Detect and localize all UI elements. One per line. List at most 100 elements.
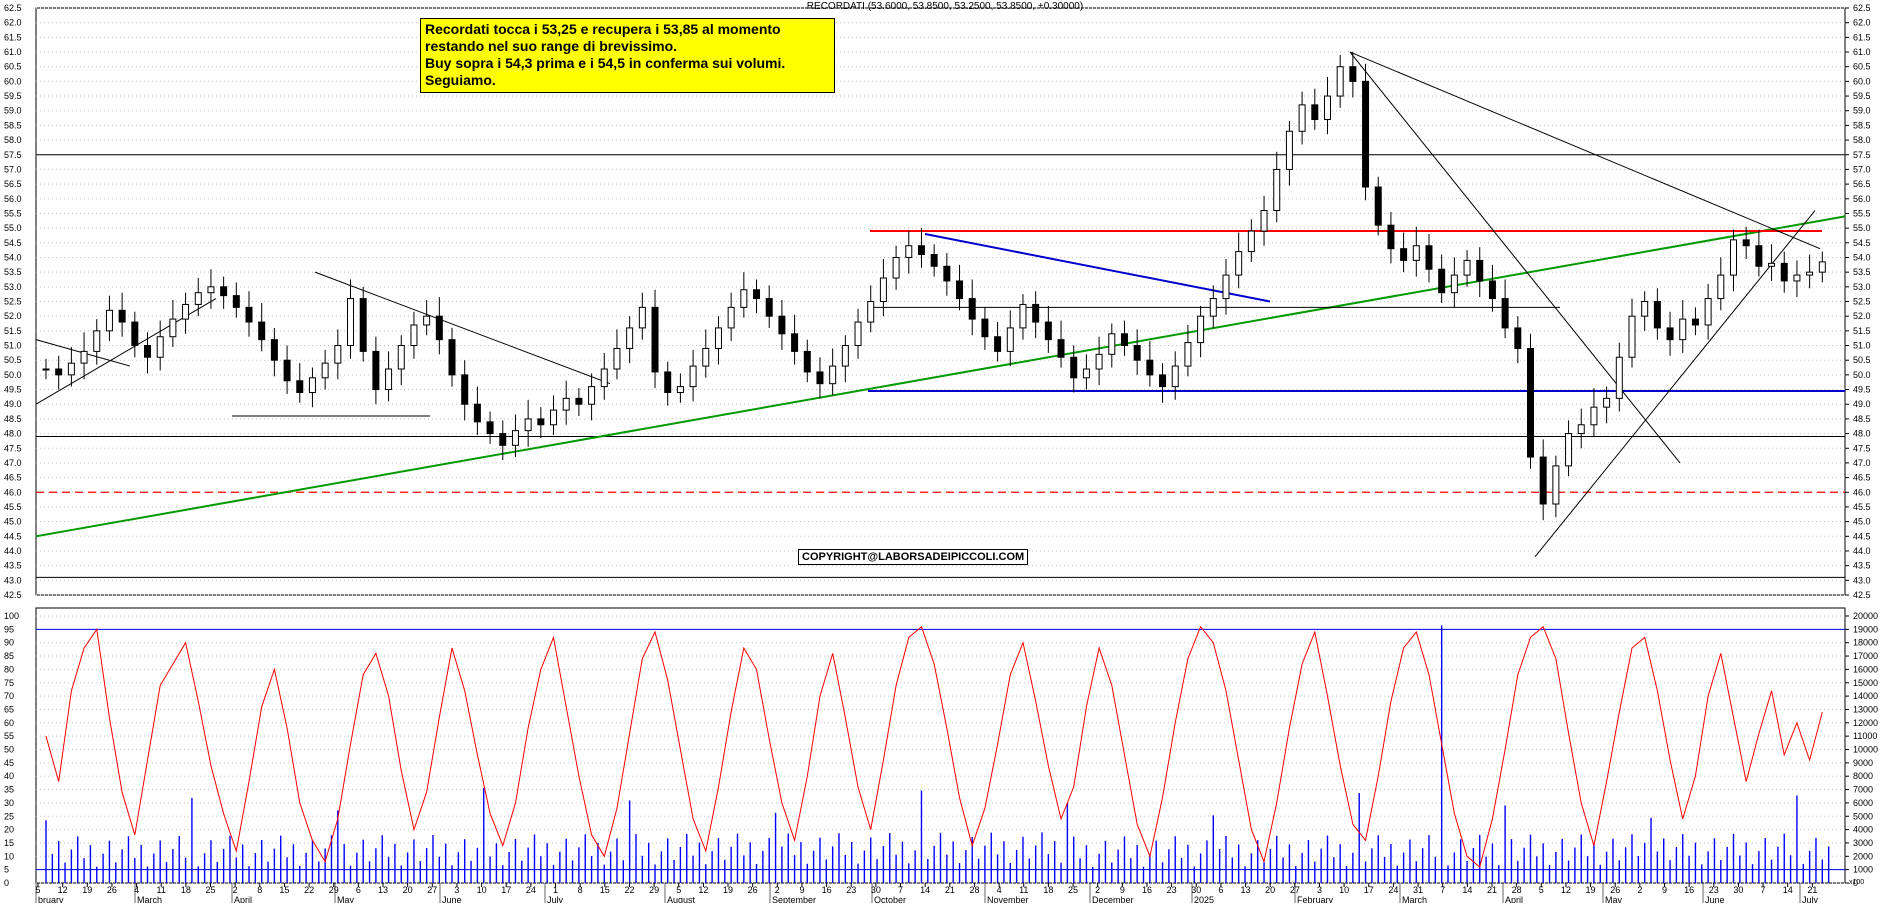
candle-body bbox=[841, 345, 849, 367]
x-day-label: 30 bbox=[1733, 885, 1743, 895]
osc-tick-label: 90 bbox=[4, 638, 14, 648]
x-day-label: 10 bbox=[1339, 885, 1349, 895]
candle-body bbox=[714, 327, 722, 349]
price-tick-label: 56.0 bbox=[1853, 194, 1871, 204]
price-tick-label: 58.0 bbox=[1853, 135, 1871, 145]
candle-body bbox=[575, 397, 583, 405]
candle-body bbox=[854, 321, 862, 347]
price-tick-label-left: 59.0 bbox=[4, 106, 22, 116]
candle-body bbox=[1019, 303, 1027, 329]
x-month-label: April bbox=[1505, 895, 1523, 903]
price-tick-label-left: 57.0 bbox=[4, 164, 22, 174]
oscillator-axis: 1009590858075706560555045403530252015105… bbox=[4, 611, 1878, 888]
candle-body bbox=[1818, 261, 1826, 273]
candle-body bbox=[144, 345, 152, 358]
osc-tick-label: 45 bbox=[4, 758, 14, 768]
x-day-label: 24 bbox=[1388, 885, 1398, 895]
x-axis: 5 12 19 26 4 11 18 25 2 8 15 22 29 6 13 20 27 3 10 17 24 1 8 15… bbox=[35, 883, 1819, 905]
chart-title: RECORDATI (53.6000, 53.8500, 53.2500, 53… bbox=[806, 1, 1084, 12]
trendlines bbox=[35, 51, 1846, 578]
candle-body bbox=[283, 359, 291, 382]
chart-grid bbox=[36, 7, 1845, 884]
x-day-label: 27 bbox=[427, 885, 437, 895]
x-month-label: September bbox=[772, 895, 816, 903]
candle-body bbox=[448, 339, 456, 376]
x-day-label: 15 bbox=[600, 885, 610, 895]
price-tick-label-left: 53.5 bbox=[4, 267, 22, 277]
price-tick-label: 52.0 bbox=[1853, 311, 1871, 321]
price-tick-label: 54.0 bbox=[1853, 252, 1871, 262]
candle-body bbox=[1780, 262, 1788, 282]
candle-body bbox=[182, 303, 190, 320]
candle-body bbox=[1755, 245, 1763, 267]
x-month-label: May bbox=[1605, 895, 1623, 903]
price-tick-label-left: 50.5 bbox=[4, 355, 22, 365]
candle-body bbox=[1793, 274, 1801, 282]
osc-tick-label: 40 bbox=[4, 771, 14, 781]
price-tick-label-left: 54.5 bbox=[4, 238, 22, 248]
x-day-label: 21 bbox=[1487, 885, 1497, 895]
price-tick-label-left: 46.0 bbox=[4, 487, 22, 497]
candle-body bbox=[588, 386, 596, 405]
candle-body bbox=[1450, 274, 1458, 294]
candle-body bbox=[892, 256, 900, 279]
candle-body bbox=[347, 298, 355, 347]
candle-body bbox=[816, 371, 824, 385]
candle-body bbox=[1488, 280, 1496, 300]
candle-body bbox=[968, 298, 976, 320]
volume-tick-label: 0 bbox=[1853, 878, 1858, 888]
price-tick-label: 53.5 bbox=[1853, 267, 1871, 277]
volume-tick-label: 17000 bbox=[1853, 651, 1878, 661]
x-day-label: 23 bbox=[846, 885, 856, 895]
volume-tick-label: 3000 bbox=[1853, 838, 1873, 848]
candle-body bbox=[1653, 301, 1661, 329]
candle-body bbox=[1095, 353, 1103, 370]
x-day-label: 11 bbox=[157, 885, 166, 895]
osc-tick-label: 15 bbox=[4, 838, 14, 848]
volume-tick-label: 19000 bbox=[1853, 624, 1878, 634]
candle-body bbox=[613, 347, 621, 370]
volume-tick-label: 11000 bbox=[1853, 731, 1877, 741]
x-day-label: 20 bbox=[1265, 885, 1275, 895]
osc-tick-label: 80 bbox=[4, 664, 14, 674]
black-trendline bbox=[1534, 210, 1816, 558]
x-day-label: 19 bbox=[1586, 885, 1596, 895]
x-day-label: 13 bbox=[378, 885, 388, 895]
x-day-label: 14 bbox=[1462, 885, 1472, 895]
price-tick-label: 43.0 bbox=[1853, 575, 1871, 585]
x-day-label: 7 bbox=[1761, 885, 1766, 895]
price-tick-label-left: 50.0 bbox=[4, 370, 22, 380]
osc-tick-label: 95 bbox=[4, 624, 14, 634]
price-tick-label: 43.5 bbox=[1853, 561, 1871, 571]
black-trendline bbox=[1349, 51, 1821, 250]
candle-body bbox=[1298, 104, 1306, 132]
candle-body bbox=[727, 306, 735, 329]
price-tick-label-left: 44.0 bbox=[4, 546, 22, 556]
candle-body bbox=[1184, 342, 1192, 367]
x-month-label: November bbox=[987, 895, 1029, 903]
price-tick-label-left: 47.0 bbox=[4, 458, 22, 468]
price-tick-label: 55.5 bbox=[1853, 208, 1871, 218]
price-tick-label: 61.5 bbox=[1853, 32, 1871, 42]
annotation-line-1: Recordati tocca i 53,25 e recupera i 53,… bbox=[425, 21, 781, 37]
price-tick-label: 58.5 bbox=[1853, 120, 1871, 130]
black-trendline bbox=[1349, 51, 1681, 464]
candle-body bbox=[511, 430, 519, 446]
candle-body bbox=[1806, 271, 1814, 276]
osc-tick-label: 85 bbox=[4, 651, 14, 661]
candle-body bbox=[676, 386, 684, 393]
x-day-label: 20 bbox=[403, 885, 413, 895]
price-tick-label-left: 42.5 bbox=[4, 590, 22, 600]
price-tick-label-left: 48.5 bbox=[4, 414, 22, 424]
candle-body bbox=[55, 368, 63, 376]
x-day-label: 24 bbox=[526, 885, 536, 895]
x-day-label: 8 bbox=[578, 885, 583, 895]
x-day-label: 5 bbox=[676, 885, 681, 895]
price-axis: 62.5 62.5 62.0 62.0 61.5 61.5 61.0 61.0 60.5 60.5… bbox=[4, 3, 1871, 600]
price-tick-label: 44.5 bbox=[1853, 531, 1871, 541]
candle-body bbox=[1209, 298, 1217, 317]
price-tick-label-left: 62.5 bbox=[4, 3, 22, 13]
price-tick-label: 50.0 bbox=[1853, 370, 1871, 380]
price-tick-label-left: 45.0 bbox=[4, 517, 22, 527]
